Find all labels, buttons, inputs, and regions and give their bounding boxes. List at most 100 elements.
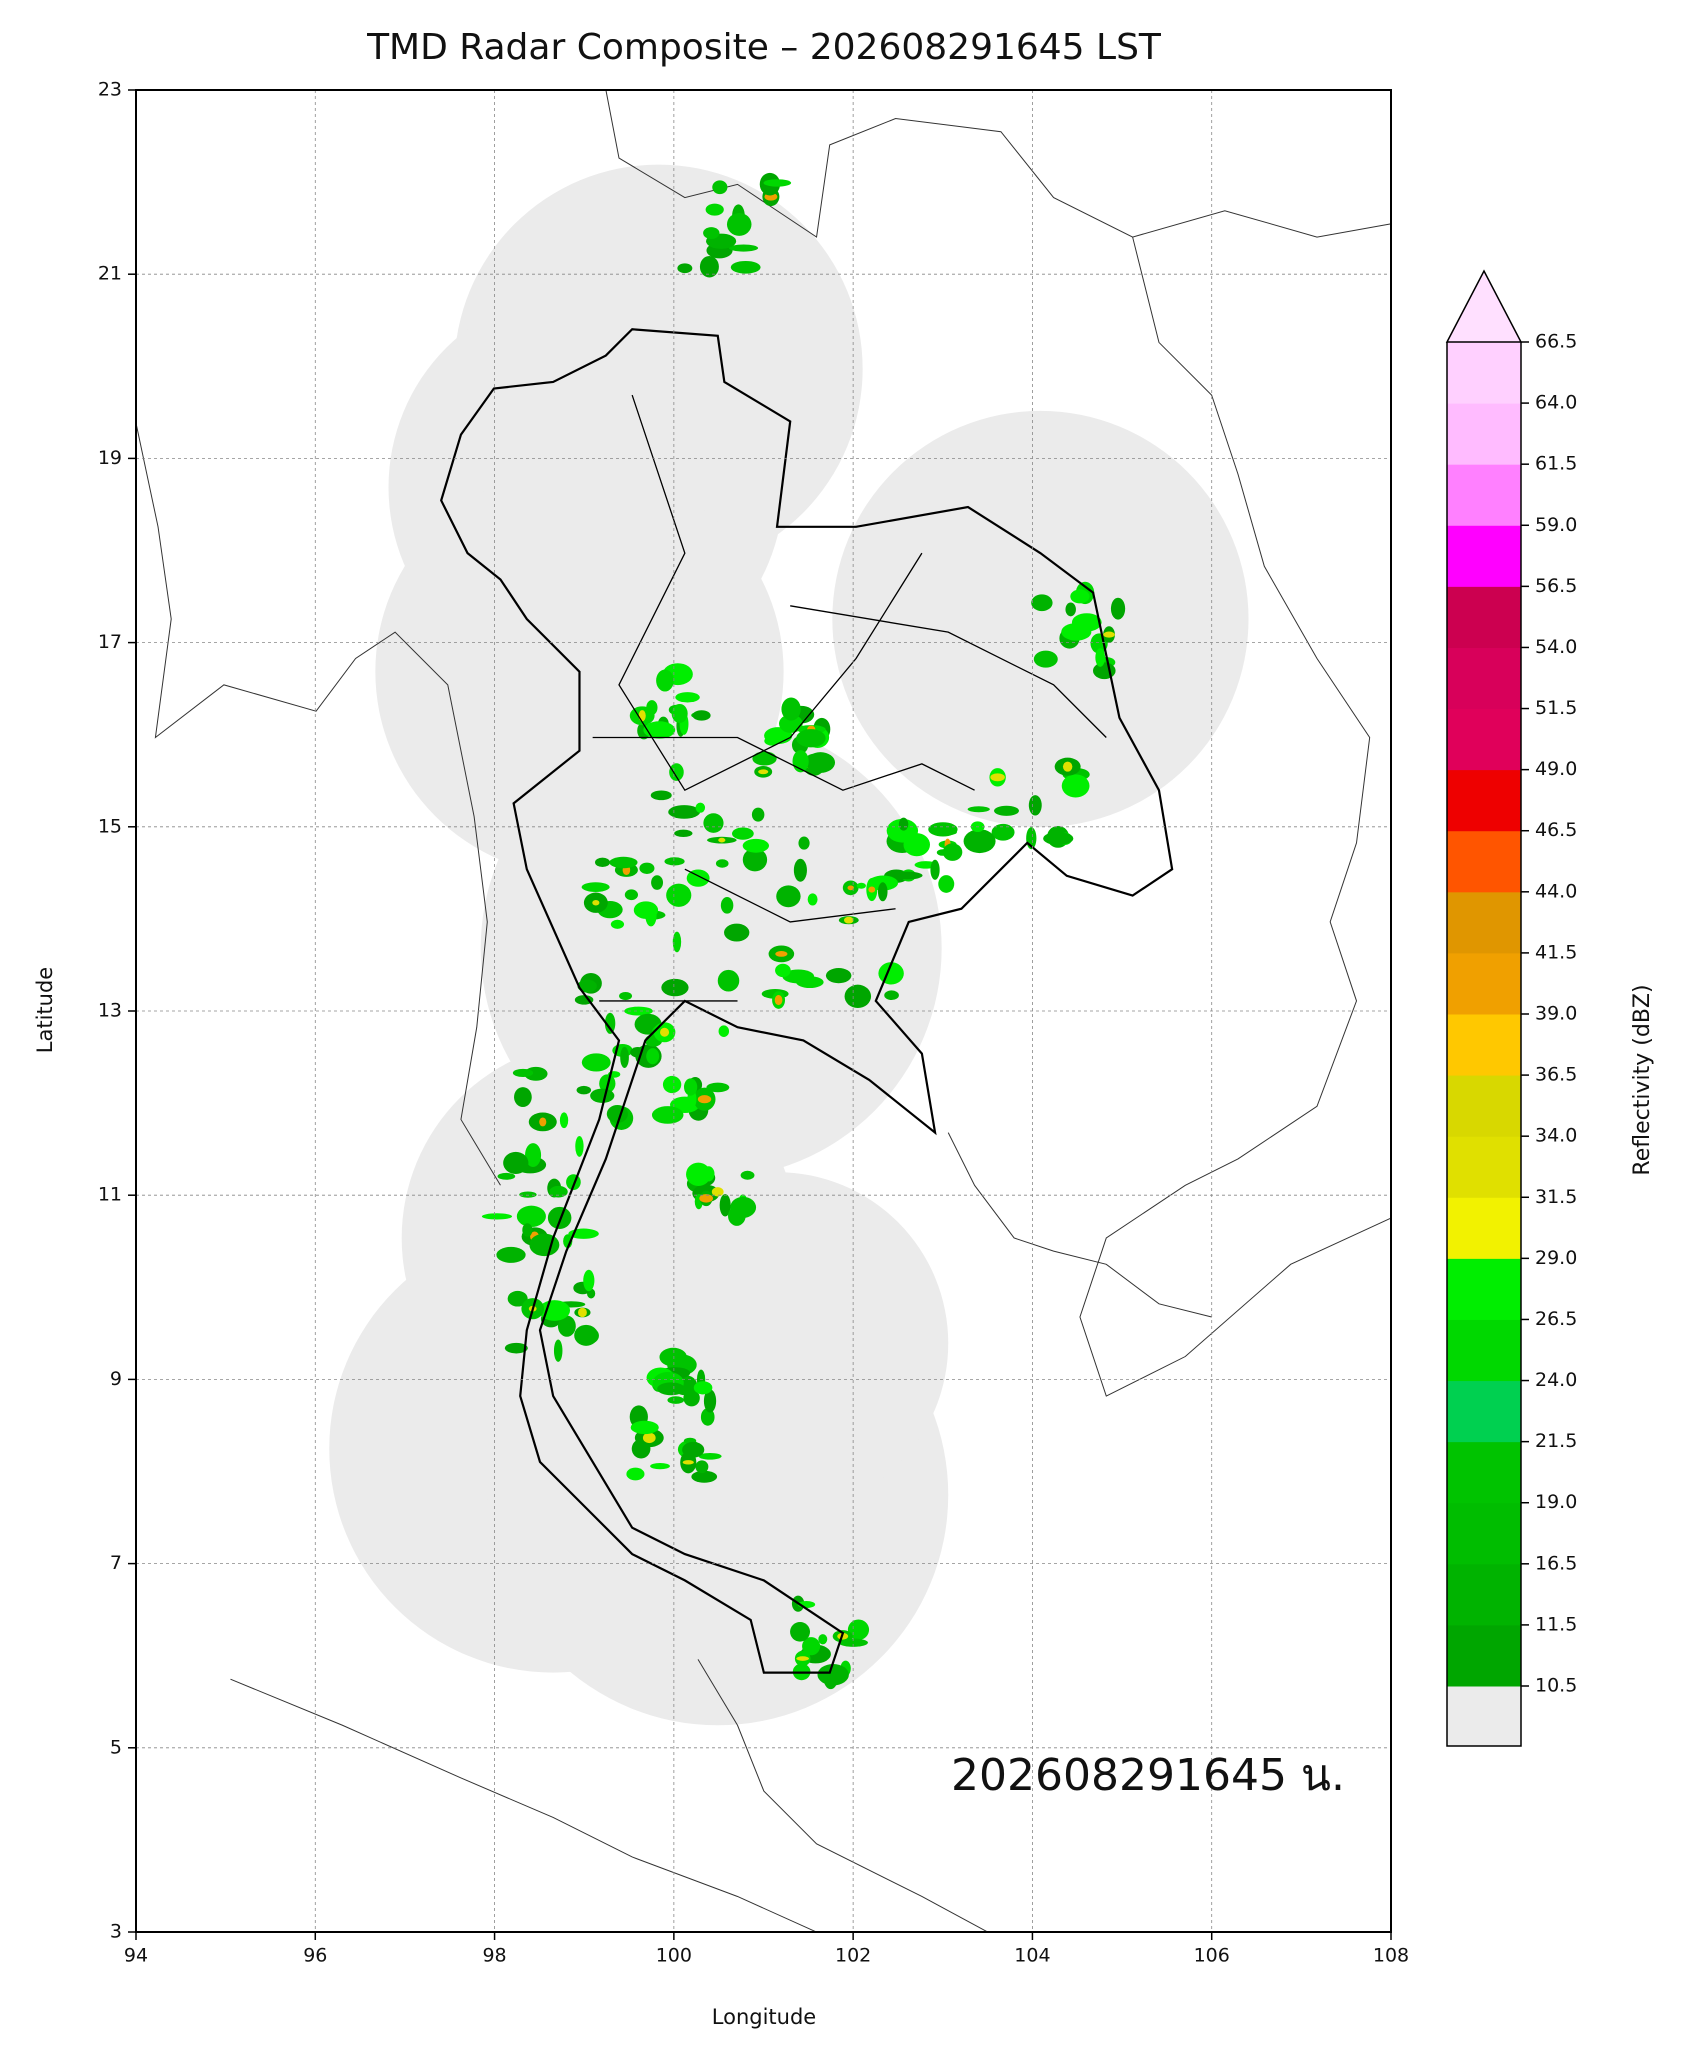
- echo: [730, 260, 761, 274]
- echo: [877, 882, 888, 902]
- echo: [752, 751, 777, 766]
- echo: [1095, 648, 1106, 667]
- echo: [683, 1078, 698, 1096]
- echo: [730, 1196, 757, 1218]
- colorbar-tick-label: 26.5: [1535, 1308, 1577, 1330]
- echo: [604, 1012, 616, 1034]
- echo: [626, 1467, 645, 1481]
- echo: [718, 1025, 730, 1037]
- echo: [697, 1095, 712, 1104]
- echo: [1033, 650, 1058, 668]
- y-tick-label: 11: [98, 1184, 122, 1206]
- echo: [504, 1342, 528, 1354]
- echo: [682, 1460, 694, 1465]
- coastline: [136, 421, 501, 1186]
- echo: [695, 1460, 709, 1474]
- echo: [742, 848, 768, 872]
- echo: [657, 1382, 686, 1396]
- echo: [650, 1462, 670, 1470]
- echo: [775, 951, 788, 957]
- echo: [758, 769, 769, 775]
- echo: [692, 710, 711, 721]
- echo: [577, 979, 597, 993]
- echo: [729, 244, 759, 252]
- colorbar-band: [1447, 586, 1521, 648]
- echo: [660, 1027, 670, 1037]
- echo: [838, 1638, 868, 1647]
- colorbar-label: Reflectivity (dBZ): [1630, 984, 1655, 1175]
- echo: [705, 203, 724, 216]
- colorbar-band: [1447, 1380, 1521, 1443]
- echo: [991, 823, 1015, 841]
- echo: [496, 1246, 526, 1263]
- echo: [624, 889, 638, 901]
- echo: [1110, 597, 1126, 620]
- echo: [717, 969, 740, 992]
- echo: [693, 1381, 713, 1395]
- echo: [1103, 631, 1115, 638]
- echo: [793, 858, 807, 882]
- colorbar-band: [1447, 464, 1521, 526]
- echo: [559, 1112, 569, 1129]
- echo: [675, 692, 700, 703]
- echo: [668, 805, 701, 819]
- echo: [516, 1205, 546, 1228]
- echo: [781, 697, 801, 721]
- colorbar-tick-label: 54.0: [1535, 636, 1577, 658]
- colorbar-band: [1447, 403, 1521, 465]
- x-tick-label: 96: [303, 1945, 327, 1967]
- colorbar-band: [1447, 1197, 1521, 1259]
- y-tick-label: 21: [98, 263, 122, 285]
- echo: [581, 1053, 611, 1072]
- echo: [574, 1324, 598, 1346]
- x-tick-label: 98: [482, 1945, 506, 1967]
- echo: [595, 857, 610, 868]
- colorbar-band: [1447, 1441, 1521, 1504]
- echo: [898, 817, 909, 831]
- echo: [672, 931, 682, 953]
- echo: [664, 857, 685, 866]
- echo: [790, 1622, 811, 1642]
- colorbar-extend: [1445, 269, 1523, 343]
- echo: [928, 822, 958, 837]
- colorbar-band: [1447, 830, 1521, 893]
- echo: [886, 818, 919, 843]
- echo: [1031, 594, 1053, 612]
- echo: [514, 1087, 532, 1107]
- echo: [990, 773, 1005, 782]
- colorbar-band: [1447, 1563, 1521, 1626]
- y-tick-label: 9: [110, 1368, 122, 1390]
- colorbar-band: [1447, 1319, 1521, 1382]
- echo: [699, 1194, 714, 1203]
- colorbar-tick-label: 11.5: [1535, 1613, 1577, 1635]
- echo: [994, 805, 1019, 816]
- echo: [740, 1170, 755, 1180]
- echo: [677, 263, 693, 274]
- echo: [686, 869, 710, 887]
- echo: [682, 1441, 705, 1458]
- map-area: 94 96 98 100 102 104 106 108 3 5 7 9 11 13 15 17 19 21 23: [98, 79, 1409, 1967]
- echo: [592, 900, 600, 906]
- echo: [651, 1106, 684, 1124]
- echo: [967, 806, 990, 813]
- echo: [549, 1185, 568, 1198]
- x-tick-label: 104: [1014, 1945, 1050, 1967]
- echo: [695, 802, 706, 813]
- echo: [522, 1223, 533, 1237]
- echo: [519, 1191, 537, 1198]
- echo: [630, 1420, 659, 1435]
- echo: [720, 897, 734, 914]
- colorbar-tick-label: 39.0: [1535, 1003, 1577, 1025]
- echo: [796, 729, 826, 748]
- colorbar-tick-label: 41.5: [1535, 941, 1577, 963]
- echo: [642, 1432, 656, 1444]
- colorbar-band: [1447, 1258, 1521, 1320]
- colorbar-band: [1447, 1075, 1521, 1137]
- radar-coverage: [605, 1172, 949, 1515]
- y-tick-label: 19: [98, 447, 122, 469]
- echo: [774, 995, 783, 1006]
- echo: [703, 813, 724, 833]
- echo: [1092, 662, 1116, 680]
- colorbar-tick-label: 36.5: [1535, 1064, 1577, 1086]
- echo: [481, 1213, 513, 1220]
